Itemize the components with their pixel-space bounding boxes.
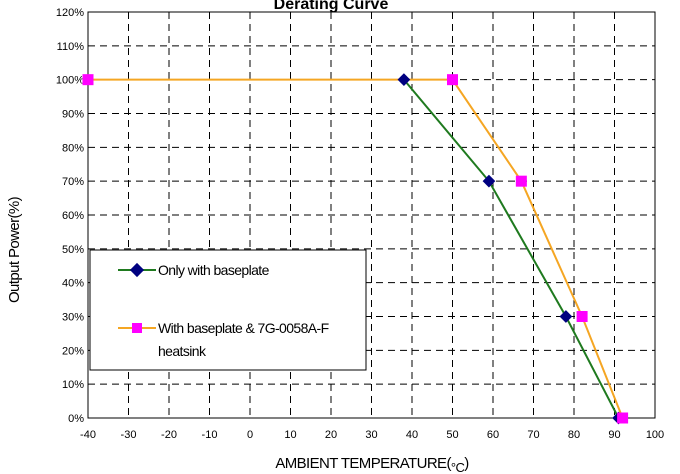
y-tick-label: 0%	[68, 413, 84, 425]
y-tick-label: 80%	[62, 142, 84, 154]
series-0-point	[397, 73, 411, 87]
y-tick-labels: 0% 10% 20% 30% 40% 50% 60% 70% 80% 90% 100% 110% 120…	[56, 7, 84, 425]
x-tick-labels: -40 -30 -20 -10 0 10 20 30 40 50 60 70 80 90 100	[80, 429, 664, 441]
y-tick-label: 90%	[62, 109, 84, 121]
y-tick-label: 50%	[62, 244, 84, 256]
series-1-point	[576, 311, 588, 322]
x-tick-label: 10	[284, 429, 296, 441]
x-tick-label: 30	[365, 429, 377, 441]
y-tick-label: 10%	[62, 379, 84, 391]
y-axis-label: Output Power(%)	[6, 196, 23, 303]
series-1-point	[447, 74, 458, 86]
x-axis-label-close: )	[464, 455, 469, 472]
x-tick-label: 100	[646, 429, 664, 441]
legend-marker-series-1	[132, 323, 142, 333]
y-tick-label: 70%	[62, 176, 84, 188]
x-tick-label: 20	[325, 429, 337, 441]
y-tick-label: 20%	[62, 345, 84, 357]
x-tick-label: 90	[608, 429, 620, 441]
x-tick-label: -20	[161, 429, 177, 441]
series-1-point	[617, 412, 629, 424]
chart-title: Derating Curve	[274, 0, 389, 13]
x-axis-label: AMBIENT TEMPERATURE(°C)	[275, 455, 469, 474]
x-tick-label: 60	[487, 429, 499, 441]
series-0-point	[559, 310, 573, 323]
x-tick-label: 40	[406, 429, 418, 441]
y-tick-label: 120%	[56, 7, 84, 19]
x-tick-label: 0	[247, 429, 253, 441]
series-0-point	[482, 174, 496, 188]
x-tick-label: 70	[527, 429, 539, 441]
x-tick-label: 50	[446, 429, 458, 441]
x-axis-label-unit: °C	[451, 460, 465, 474]
legend-marker-series-0	[129, 262, 145, 278]
series-1-point	[82, 74, 94, 86]
legend-label-series-0: Only with baseplate	[158, 262, 270, 278]
y-tick-label: 30%	[62, 312, 84, 324]
x-tick-label: -10	[202, 429, 218, 441]
series-line-0	[403, 79, 620, 419]
plot-area	[87, 11, 656, 419]
y-tick-label: 100%	[56, 75, 84, 87]
series-1-point	[515, 175, 527, 187]
x-tick-label: -40	[80, 429, 96, 441]
legend-label-series-1-line-1: With baseplate & 7G-0058A-F	[158, 320, 329, 336]
legend-label-series-1-line-2: heatsink	[158, 343, 207, 359]
y-tick-label: 110%	[57, 41, 85, 53]
x-tick-label: -30	[121, 429, 137, 441]
y-tick-label: 40%	[62, 278, 84, 290]
legend: Only with baseplate With baseplate & 7G-…	[89, 249, 367, 371]
x-tick-label: 80	[568, 429, 580, 441]
y-tick-label: 60%	[62, 210, 84, 222]
x-axis-label-text: AMBIENT TEMPERATURE(	[275, 455, 451, 472]
